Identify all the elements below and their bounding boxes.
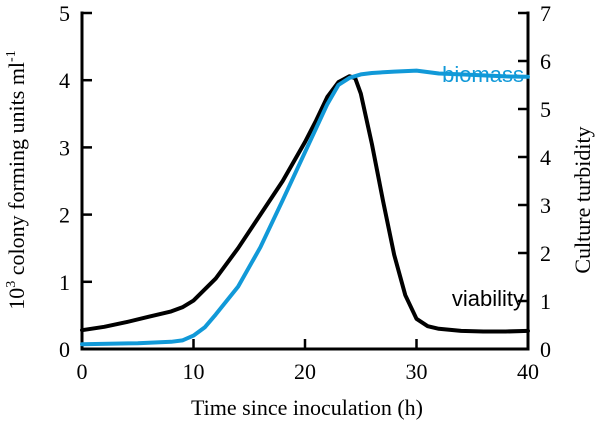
x-tick-label: 20 (294, 359, 316, 384)
x-tick-label: 10 (183, 359, 205, 384)
x-axis-title: Time since inoculation (h) (191, 395, 423, 420)
x-axis-ticks: 0 10 20 30 40 (77, 339, 539, 384)
series-biomass-line (80, 68, 530, 347)
left-y-axis-title: 103 colony forming units ml-1 (4, 50, 29, 309)
left-y-tick-label: 4 (59, 68, 70, 93)
left-y-tick-label: 5 (59, 1, 70, 26)
right-y-axis-ticks: 0 1 2 3 4 5 6 7 (518, 1, 551, 362)
right-y-axis-title: Culture turbidity (570, 126, 595, 273)
left-y-axis-title-unit-exponent: -1 (4, 50, 19, 62)
left-y-axis-ticks: 0 1 2 3 4 5 (59, 1, 92, 362)
right-y-tick-label: 5 (540, 97, 551, 122)
left-y-axis-title-base: 10 (4, 288, 29, 310)
right-y-tick-label: 7 (540, 1, 551, 26)
left-y-tick-label: 3 (59, 135, 70, 160)
right-y-tick-label: 6 (540, 49, 551, 74)
left-y-axis-title-exponent: 3 (4, 281, 19, 288)
right-y-tick-label: 3 (540, 193, 551, 218)
x-tick-label: 0 (77, 359, 88, 384)
series-biomass-label: biomass (442, 62, 524, 87)
series-viability-label: viability (452, 286, 524, 311)
right-y-tick-label: 1 (540, 289, 551, 314)
series-labels: viability biomass (442, 62, 524, 311)
right-y-tick-label: 2 (540, 241, 551, 266)
series-lines (80, 68, 530, 347)
x-tick-label: 40 (517, 359, 539, 384)
right-y-tick-label: 0 (540, 337, 551, 362)
left-y-tick-label: 2 (59, 203, 70, 228)
right-y-tick-label: 4 (540, 145, 551, 170)
left-y-tick-label: 0 (59, 337, 70, 362)
x-tick-label: 30 (406, 359, 428, 384)
series-viability-line (80, 74, 530, 334)
left-y-axis-title-unit: colony forming units ml (4, 62, 29, 281)
left-y-tick-label: 1 (59, 270, 70, 295)
